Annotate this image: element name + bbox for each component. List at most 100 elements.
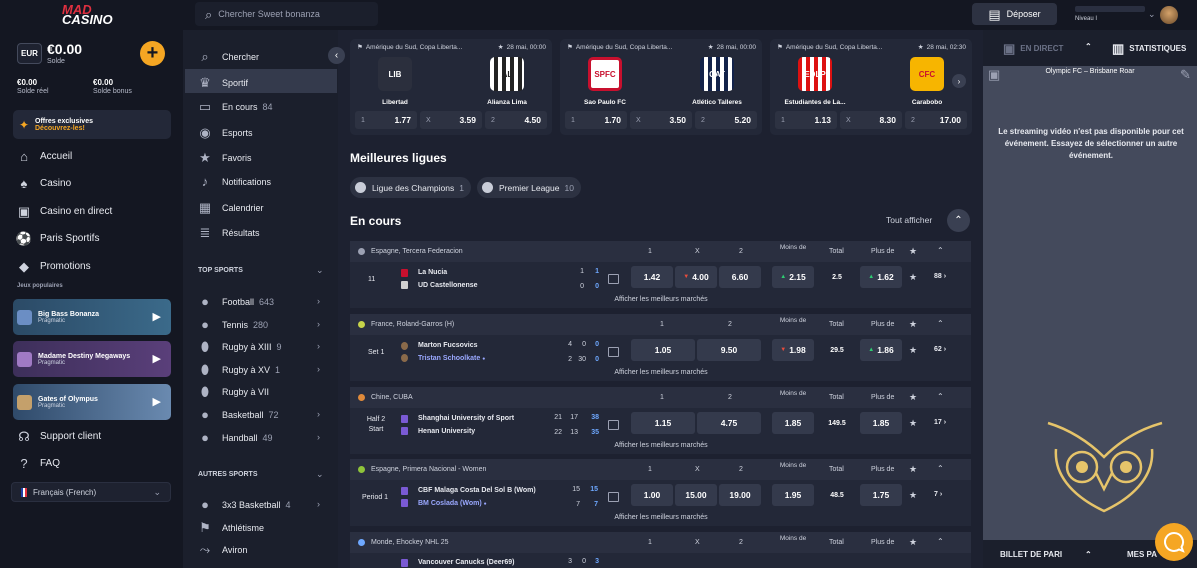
odds-button-over[interactable]: ▲ 1.62: [860, 266, 902, 288]
home-team[interactable]: Vancouver Canucks (Deer69): [418, 559, 515, 566]
odds-button-home[interactable]: 1 1.13: [775, 111, 837, 129]
chevron-up-icon[interactable]: ⌄: [316, 265, 324, 275]
away-team[interactable]: BM Coslada (Wom) ●: [418, 500, 487, 507]
nav-casino[interactable]: ♠ Casino: [17, 177, 72, 190]
star-icon[interactable]: ★: [909, 537, 918, 547]
star-icon[interactable]: ★: [909, 319, 918, 329]
show-markets-link[interactable]: Afficher les meilleurs marchés: [614, 296, 708, 303]
pin-icon[interactable]: ✎: [1180, 67, 1191, 82]
sport-athletics[interactable]: ⚑ Athlétisme: [199, 520, 265, 535]
nav-faq[interactable]: ? FAQ: [17, 457, 60, 470]
nav-sports-betting[interactable]: ⚽ Paris Sportifs: [15, 231, 100, 246]
nav-promotions[interactable]: ◆ Promotions: [19, 259, 91, 274]
odds-button-over[interactable]: ▲ 1.86: [860, 339, 902, 361]
show-markets-link[interactable]: Afficher les meilleurs marchés: [614, 442, 708, 449]
odds-button-draw[interactable]: X 8.30: [840, 111, 902, 129]
nav-support[interactable]: ☊ Support client: [18, 429, 102, 444]
nav-live-casino[interactable]: ▣ Casino en direct: [17, 204, 113, 219]
odds-button-draw[interactable]: ▼ 4.00: [675, 266, 717, 288]
star-icon[interactable]: ★: [909, 464, 918, 474]
exclusive-offers-banner[interactable]: ✦ Offres exclusives Découvrez-les!: [13, 110, 171, 139]
tab-live[interactable]: ▣ EN DIRECT: [1003, 41, 1064, 56]
collapse-panel-button[interactable]: ⌃: [1085, 42, 1092, 51]
sports-nav-calendar[interactable]: ▦ Calendrier: [198, 200, 264, 215]
sport-rowing[interactable]: ⤳ Aviron: [199, 542, 248, 557]
show-markets-link[interactable]: Afficher les meilleurs marchés: [614, 514, 708, 521]
sports-nav-sport[interactable]: ♛ Sportif: [199, 75, 249, 90]
sport-rugby-xv[interactable]: ⬮ Rugby à XV 1: [198, 363, 280, 376]
favorite-star-icon[interactable]: ★: [909, 345, 918, 355]
odds-button-home[interactable]: 1.00: [631, 484, 673, 506]
odds-button-away[interactable]: 4.75: [697, 412, 761, 434]
chevron-up-icon[interactable]: ⌃: [937, 319, 944, 328]
language-selector[interactable]: Français (French) ⌄: [11, 482, 171, 502]
sport-tennis[interactable]: ● Tennis 280: [198, 318, 268, 331]
chevron-up-icon[interactable]: ⌃: [937, 392, 944, 401]
stats-icon[interactable]: [608, 347, 619, 357]
odds-button-over[interactable]: 1.85: [860, 412, 902, 434]
chevron-up-icon[interactable]: ⌃: [1085, 550, 1092, 559]
search-input[interactable]: ⌕ Chercher Sweet bonanza: [195, 2, 378, 26]
tab-statistics[interactable]: ▥ STATISTIQUES: [1112, 41, 1187, 56]
play-icon[interactable]: ▶: [152, 396, 161, 408]
odds-button-under[interactable]: ▲ 2.15: [772, 266, 814, 288]
stats-icon[interactable]: [608, 274, 619, 284]
chevron-up-icon[interactable]: ⌃: [937, 537, 944, 546]
game-card-gates-of-olympus[interactable]: Gates of Olympus Pragmatic ▶: [13, 384, 171, 420]
play-icon[interactable]: ▶: [152, 311, 161, 323]
home-team[interactable]: Shanghai University of Sport: [418, 415, 515, 422]
sports-nav-live[interactable]: ▭ En cours 84: [198, 99, 273, 114]
away-team[interactable]: UD Castellonense: [418, 282, 478, 289]
favorite-star-icon[interactable]: ★: [909, 490, 918, 500]
league-chip-premier-league[interactable]: Premier League 10: [477, 177, 581, 198]
star-icon[interactable]: ★: [909, 246, 918, 256]
chevron-down-icon[interactable]: ⌄: [1148, 9, 1156, 19]
odds-button-under[interactable]: 1.95: [772, 484, 814, 506]
my-bets-tab[interactable]: MES PARIS: [1127, 550, 1157, 559]
away-team[interactable]: Tristan Schoolkate ●: [418, 355, 486, 362]
home-team[interactable]: Marton Fucsovics: [418, 342, 478, 349]
favorite-star-icon[interactable]: ★: [909, 272, 918, 282]
game-card-big-bass-bonanza[interactable]: Big Bass Bonanza Pragmatic ▶: [13, 299, 171, 335]
add-funds-button[interactable]: +: [140, 41, 165, 66]
odds-button-home[interactable]: 1.42: [631, 266, 673, 288]
favorite-star-icon[interactable]: ★: [909, 418, 918, 428]
deposit-button[interactable]: ▤ Déposer: [972, 3, 1057, 25]
odds-button-home[interactable]: 1 1.70: [565, 111, 627, 129]
sports-nav-search[interactable]: ⌕ Chercher: [198, 50, 259, 63]
chevron-up-icon[interactable]: ⌃: [937, 464, 944, 473]
sport-handball[interactable]: ● Handball 49: [198, 431, 272, 444]
see-all-link[interactable]: Tout afficher: [886, 215, 933, 225]
odds-button-away[interactable]: 2 17.00: [905, 111, 967, 129]
odds-button-under[interactable]: 1.85: [772, 412, 814, 434]
stats-icon[interactable]: [608, 420, 619, 430]
odds-button-draw[interactable]: X 3.50: [630, 111, 692, 129]
odds-button-over[interactable]: 1.75: [860, 484, 902, 506]
league-chip-champions-league[interactable]: Ligue des Champions 1: [350, 177, 471, 198]
sports-nav-favorites[interactable]: ★ Favoris: [199, 150, 252, 165]
sport-3x3-basketball[interactable]: ● 3x3 Basketball 4: [198, 498, 291, 511]
more-markets-link[interactable]: 88 ›: [934, 273, 947, 280]
nav-home[interactable]: ⌂ Accueil: [17, 150, 72, 163]
brand-logo[interactable]: MAD CASINO: [62, 2, 113, 27]
home-team[interactable]: La Nucia: [418, 269, 448, 276]
sport-football[interactable]: ● Football 643: [198, 295, 274, 308]
odds-button-home[interactable]: 1.15: [631, 412, 695, 434]
carousel-next-button[interactable]: ›: [952, 74, 966, 88]
odds-button-away[interactable]: 2 5.20: [695, 111, 757, 129]
game-card-madame-destiny[interactable]: Madame Destiny Megaways Pragmatic ▶: [13, 341, 171, 377]
sport-rugby-xiii[interactable]: ⬮ Rugby à XIII 9: [198, 340, 282, 353]
odds-button-home[interactable]: 1 1.77: [355, 111, 417, 129]
odds-button-away[interactable]: 9.50: [697, 339, 761, 361]
more-markets-link[interactable]: 62 ›: [934, 346, 947, 353]
stats-icon[interactable]: [608, 492, 619, 502]
odds-button-draw[interactable]: X 3.59: [420, 111, 482, 129]
play-icon[interactable]: ▶: [152, 353, 161, 365]
featured-match-card[interactable]: ⚑ Amérique du Sud, Copa Liberta... ★ 28 ma…: [350, 39, 552, 135]
chat-support-button[interactable]: [1155, 523, 1193, 561]
odds-button-away[interactable]: 19.00: [719, 484, 761, 506]
bet-slip-tab[interactable]: BILLET DE PARI: [1000, 550, 1063, 559]
sports-nav-notifications[interactable]: ♪ Notifications: [198, 175, 271, 188]
sport-rugby-vii[interactable]: ⬮ Rugby à VII: [198, 385, 269, 398]
odds-button-away[interactable]: 2 4.50: [485, 111, 547, 129]
